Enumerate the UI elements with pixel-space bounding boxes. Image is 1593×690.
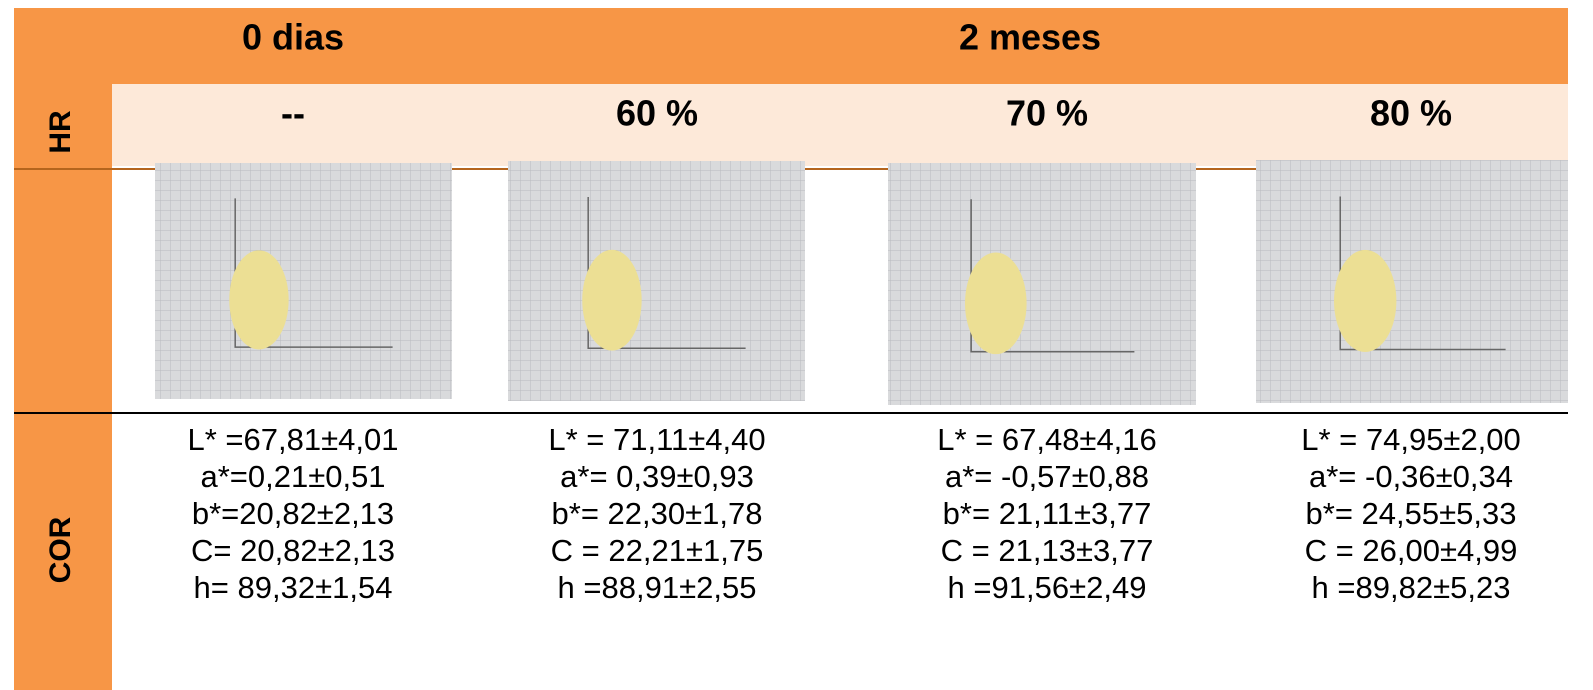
color-value: h =88,91±2,55: [558, 570, 757, 605]
color-value: L* = 71,11±4,40: [548, 422, 765, 457]
color-value: C = 22,21±1,75: [551, 533, 764, 568]
hr-value: 60 %: [616, 93, 698, 134]
hr-value: 80 %: [1370, 93, 1452, 134]
hr-value: --: [281, 93, 305, 134]
sample: [229, 250, 288, 349]
side-label: HR: [44, 110, 77, 154]
color-value: h =89,82±5,23: [1312, 570, 1511, 605]
color-value: L* =67,81±4,01: [188, 422, 399, 457]
color-value: b*= 22,30±1,78: [552, 496, 763, 531]
sample: [582, 250, 641, 351]
color-value: C= 20,82±2,13: [191, 533, 395, 568]
color-value: C = 26,00±4,99: [1305, 533, 1518, 568]
color-value: a*= -0,57±0,88: [945, 459, 1149, 494]
color-value: a*= 0,39±0,93: [560, 459, 754, 494]
sample: [965, 253, 1027, 355]
photo: [1256, 160, 1568, 403]
page: 0 dias 2 meses HR COR -- 60 % 70 % 80 % L* =…: [0, 0, 1593, 690]
color-value: L* = 74,95±2,00: [1301, 422, 1521, 457]
color-value: b*=20,82±2,13: [192, 496, 394, 531]
color-value: b*= 21,11±3,77: [943, 496, 1152, 531]
hr-value: 70 %: [1006, 93, 1088, 134]
photo: [888, 163, 1196, 405]
photo: [155, 163, 452, 399]
period-label: 2 meses: [959, 17, 1101, 58]
color-value: b*= 24,55±5,33: [1306, 496, 1517, 531]
side-label: COR: [44, 516, 77, 583]
hr-row-bg: [112, 84, 1568, 166]
period-label: 0 dias: [242, 17, 344, 58]
color-value: a*=0,21±0,51: [200, 459, 385, 494]
table: 0 dias 2 meses HR COR -- 60 % 70 % 80 % L* =…: [0, 0, 1593, 690]
color-value: a*= -0,36±0,34: [1309, 459, 1513, 494]
color-value: h= 89,32±1,54: [194, 570, 393, 605]
color-value: h =91,56±2,49: [948, 570, 1147, 605]
photo: [508, 161, 805, 401]
sample: [1334, 250, 1396, 352]
side-col-bg: [14, 84, 112, 690]
color-value: L* = 67,48±4,16: [937, 422, 1157, 457]
color-value: C = 21,13±3,77: [941, 533, 1154, 568]
